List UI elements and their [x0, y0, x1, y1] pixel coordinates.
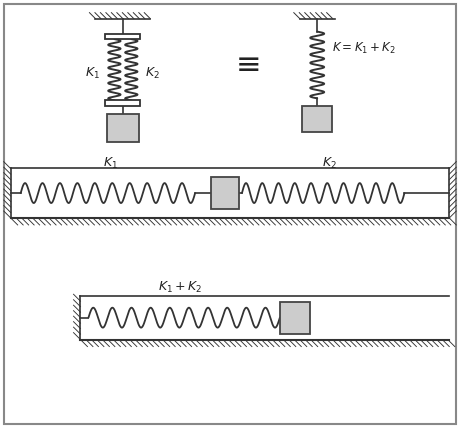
Text: $K_2$: $K_2$	[145, 66, 160, 81]
Text: $K_1 + K_2$: $K_1 + K_2$	[158, 280, 202, 295]
Bar	[211, 177, 239, 209]
Bar	[106, 114, 139, 142]
Text: $K_2$: $K_2$	[322, 156, 336, 171]
Bar	[105, 33, 140, 39]
Text: $\equiv$: $\equiv$	[230, 49, 259, 78]
Text: $K_1$: $K_1$	[103, 156, 118, 171]
Bar	[105, 101, 140, 106]
Text: $K_1$: $K_1$	[85, 66, 100, 81]
Bar	[279, 302, 309, 333]
Bar	[302, 106, 331, 132]
Text: $K = K_1 + K_2$: $K = K_1 + K_2$	[331, 41, 395, 56]
